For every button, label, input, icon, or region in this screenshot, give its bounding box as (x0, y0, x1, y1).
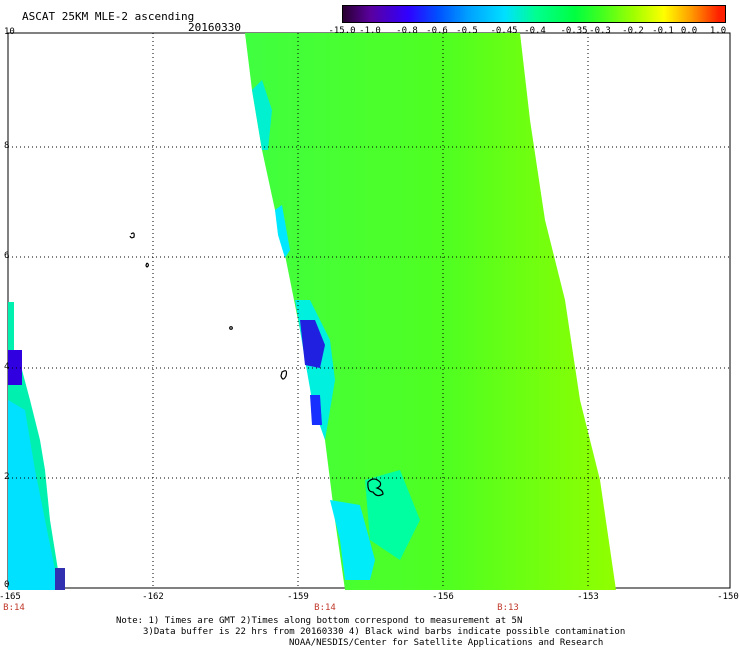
main-swath (245, 33, 616, 590)
y-tick-label: 4 (4, 362, 10, 372)
island (229, 326, 233, 330)
colorbar-segment (575, 6, 601, 22)
colorbar-label: -0.1 (652, 26, 674, 36)
colorbar-label: -0.6 (426, 26, 448, 36)
colorbar-segment (601, 6, 634, 22)
main-swath-edge (252, 80, 272, 150)
x-tick-label: -153 (577, 592, 599, 602)
colorbar-label: 0.0 (680, 26, 698, 36)
time-label: B:13 (497, 603, 519, 613)
colorbar-label: -1.0 (359, 26, 381, 36)
footer-note-2: 3)Data buffer is 22 hrs from 20160330 4)… (143, 627, 626, 637)
time-label: B:14 (3, 603, 25, 613)
colorbar-label: 1.0 (709, 26, 727, 36)
left-swath-dark (55, 568, 65, 590)
colorbar-label: -0.35 (560, 26, 588, 36)
colorbar-label: -0.45 (490, 26, 518, 36)
x-tick-label: -156 (432, 592, 454, 602)
main-swath-edge (365, 470, 420, 560)
x-tick-label: -165 (0, 592, 21, 602)
footer-note-1: Note: 1) Times are GMT 2)Times along bot… (116, 616, 523, 626)
colorbar-label: -0.8 (396, 26, 418, 36)
main-swath-blue (300, 320, 325, 368)
colorbar-segment (719, 6, 725, 22)
time-label: B:14 (314, 603, 336, 613)
y-tick-label: 10 (4, 27, 15, 37)
main-swath-edge (275, 205, 290, 258)
colorbar (342, 5, 726, 23)
island (145, 262, 150, 268)
colorbar-label: -15.0 (328, 26, 356, 36)
colorbar-segment (690, 6, 719, 22)
colorbar-label: -0.5 (456, 26, 478, 36)
colorbar-segment (408, 6, 438, 22)
map-title: ASCAT 25KM MLE-2 ascending (22, 10, 195, 23)
colorbar-label: -0.3 (589, 26, 611, 36)
x-tick-label: -162 (142, 592, 164, 602)
footer-note-3: NOAA/NESDIS/Center for Satellite Applica… (289, 638, 604, 648)
map-date: 20160330 (188, 21, 241, 34)
coastlines (129, 232, 384, 497)
island (367, 478, 384, 497)
colorbar-labels: -15.0 -1.0 -0.8 -0.6 -0.5 -0.45 -0.4 -0.… (328, 0, 727, 40)
island (280, 370, 288, 380)
colorbar-segment (536, 6, 575, 22)
lat-lon-grid (8, 33, 730, 588)
colorbar-segment (468, 6, 505, 22)
left-swath-cyan (8, 400, 60, 590)
left-swath-blue (8, 350, 22, 385)
colorbar-segment (505, 6, 536, 22)
y-tick-label: 2 (4, 472, 10, 482)
colorbar-segment (371, 6, 408, 22)
main-swath-blue (310, 395, 322, 425)
y-tick-label: 0 (4, 580, 10, 590)
colorbar-segment (664, 6, 690, 22)
y-tick-label: 8 (4, 141, 10, 151)
colorbar-segment (343, 6, 371, 22)
x-tick-label: -150 (717, 592, 739, 602)
colorbar-label: -0.4 (524, 26, 546, 36)
y-tick-label: 6 (4, 251, 10, 261)
x-tick-label: -159 (287, 592, 309, 602)
island (129, 232, 135, 239)
colorbar-segment (438, 6, 468, 22)
colorbar-segment (634, 6, 664, 22)
main-swath-edge (330, 500, 375, 580)
colorbar-label: -0.2 (622, 26, 644, 36)
